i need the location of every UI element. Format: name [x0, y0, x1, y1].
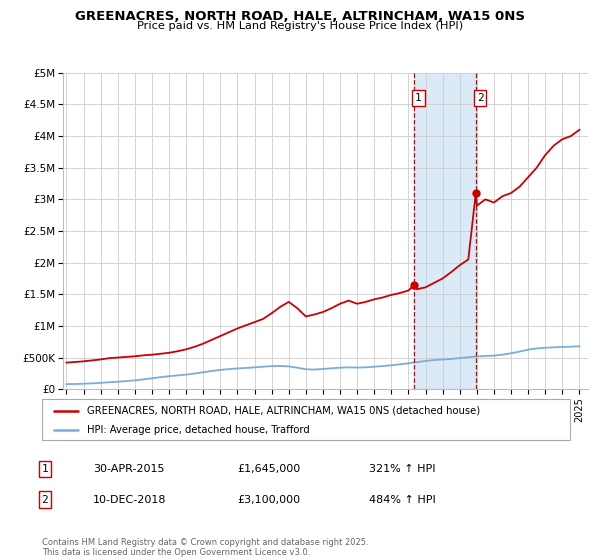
Text: GREENACRES, NORTH ROAD, HALE, ALTRINCHAM, WA15 0NS: GREENACRES, NORTH ROAD, HALE, ALTRINCHAM…	[75, 10, 525, 23]
Text: 321% ↑ HPI: 321% ↑ HPI	[369, 464, 436, 474]
Text: Contains HM Land Registry data © Crown copyright and database right 2025.
This d: Contains HM Land Registry data © Crown c…	[42, 538, 368, 557]
Bar	[414, 73, 476, 389]
Text: 10-DEC-2018: 10-DEC-2018	[93, 494, 167, 505]
Text: 1: 1	[415, 93, 422, 103]
Text: 30-APR-2015: 30-APR-2015	[93, 464, 164, 474]
Text: 484% ↑ HPI: 484% ↑ HPI	[369, 494, 436, 505]
Text: Price paid vs. HM Land Registry's House Price Index (HPI): Price paid vs. HM Land Registry's House …	[137, 21, 463, 31]
Text: 2: 2	[477, 93, 484, 103]
Text: GREENACRES, NORTH ROAD, HALE, ALTRINCHAM, WA15 0NS (detached house): GREENACRES, NORTH ROAD, HALE, ALTRINCHAM…	[87, 405, 480, 416]
Text: £1,645,000: £1,645,000	[237, 464, 300, 474]
Text: 2: 2	[41, 494, 49, 505]
Text: HPI: Average price, detached house, Trafford: HPI: Average price, detached house, Traf…	[87, 424, 310, 435]
Text: £3,100,000: £3,100,000	[237, 494, 300, 505]
Text: 1: 1	[41, 464, 49, 474]
